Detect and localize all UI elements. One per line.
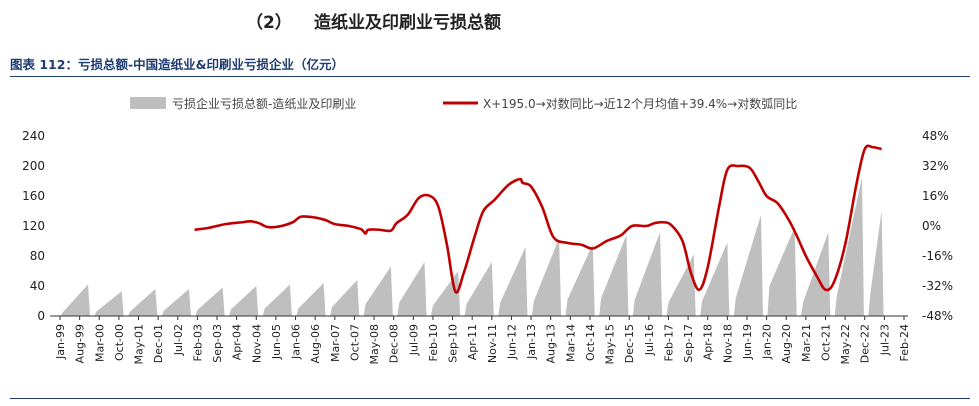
y-left-tick-label-0: 0 <box>37 309 45 323</box>
x-tick-label-35: Jun-19 <box>741 324 754 360</box>
area-cycle-24 <box>868 211 884 316</box>
x-tick-label-19: Feb-10 <box>427 324 440 361</box>
area-cycle-8 <box>329 280 360 316</box>
x-tick-label-38: Mar-21 <box>800 324 813 362</box>
x-tick-label-10: Nov-04 <box>250 324 263 363</box>
x-tick-label-36: Jan-20 <box>761 324 774 360</box>
x-tick-label-23: Jun-12 <box>505 324 518 360</box>
area-cycle-19 <box>700 242 730 316</box>
area-cycle-0 <box>60 284 91 316</box>
figure-caption: 图表 112：亏损总额-中国造纸业&印刷业亏损企业（亿元） <box>10 57 345 72</box>
y-left-tick-label-4: 160 <box>22 189 45 203</box>
area-cycle-16 <box>599 235 629 316</box>
y-right-tick-label-4: 16% <box>922 189 949 203</box>
y-right-tick-label-5: 32% <box>922 159 949 173</box>
area-cycle-14 <box>531 238 562 316</box>
x-tick-label-18: Jul-09 <box>407 324 420 356</box>
area-cycle-6 <box>262 284 292 316</box>
x-tick-label-3: Oct-00 <box>113 324 126 361</box>
x-tick-label-31: Feb-17 <box>662 324 675 361</box>
area-cycle-15 <box>565 244 595 316</box>
x-tick-label-24: Jan-13 <box>525 324 538 360</box>
x-tick-label-7: Feb-03 <box>191 324 204 361</box>
area-cycle-4 <box>195 287 225 316</box>
x-tick-label-1: Aug-99 <box>74 324 87 363</box>
x-tick-label-2: Mar-00 <box>93 324 106 362</box>
area-cycle-21 <box>767 227 797 316</box>
x-tick-label-34: Nov-18 <box>721 324 734 363</box>
area-cycle-10 <box>397 262 427 316</box>
y-left-tick-label-3: 120 <box>22 219 45 233</box>
y-left-tick-label-5: 200 <box>22 159 45 173</box>
x-tick-label-16: May-08 <box>368 324 381 365</box>
x-tick-label-27: Oct-14 <box>584 324 597 361</box>
x-tick-label-43: Feb-24 <box>898 324 911 361</box>
x-tick-label-33: Apr-18 <box>702 324 715 360</box>
x-tick-label-39: Oct-21 <box>819 324 832 361</box>
chart-legend: 亏损企业亏损总额-造纸业及印刷业 X+195.0→对数同比→近12个月均值+39… <box>130 96 797 111</box>
legend-area-label: 亏损企业亏损总额-造纸业及印刷业 <box>172 96 356 111</box>
y-right-tick-label-1: -32% <box>922 279 953 293</box>
x-tick-label-6: Jul-02 <box>172 324 185 356</box>
section-title: 造纸业及印刷业亏损总额 <box>314 13 501 33</box>
x-tick-label-14: Mar-07 <box>329 324 342 362</box>
area-cycle-7 <box>296 283 326 316</box>
area-cycle-9 <box>363 266 393 316</box>
x-tick-label-25: Aug-13 <box>545 324 558 363</box>
caption-divider <box>10 76 970 77</box>
area-cycle-3 <box>161 289 191 316</box>
section-number: （2） <box>246 13 292 33</box>
area-cycle-13 <box>498 247 528 316</box>
area-cycle-12 <box>464 262 494 316</box>
y-right-tick-label-2: -16% <box>922 249 953 263</box>
y-right-tick-label-3: 0% <box>922 219 941 233</box>
x-tick-label-15: Oct-07 <box>348 324 361 361</box>
x-tick-label-42: Jul-23 <box>878 324 891 356</box>
section-heading: （2） 造纸业及印刷业亏损总额 <box>0 8 979 34</box>
area-cycle-1 <box>94 291 124 316</box>
x-tick-label-11: Jun-05 <box>270 324 283 360</box>
x-tick-label-20: Sep-10 <box>447 324 460 363</box>
x-tick-label-29: Dec-15 <box>623 324 636 363</box>
x-tick-label-22: Nov-11 <box>486 324 499 363</box>
x-tick-label-4: May-01 <box>133 324 146 365</box>
x-tick-label-37: Aug-20 <box>780 324 793 363</box>
area-cycle-20 <box>733 214 763 316</box>
x-tick-label-9: Apr-04 <box>231 324 244 360</box>
bottom-divider <box>10 398 970 399</box>
legend-area-swatch <box>130 97 166 109</box>
x-tick-label-0: Jan-99 <box>54 324 67 360</box>
x-tick-label-30: Jul-16 <box>643 324 656 356</box>
area-cycle-23 <box>834 177 864 316</box>
x-tick-label-12: Jan-06 <box>290 324 303 360</box>
x-tick-label-17: Dec-08 <box>388 324 401 363</box>
y-left-tick-label-6: 240 <box>22 129 45 143</box>
x-tick-label-5: Dec-01 <box>152 324 165 363</box>
x-tick-label-32: Sep-17 <box>682 324 695 363</box>
x-tick-label-40: May-22 <box>839 324 852 365</box>
area-cycle-17 <box>632 232 663 316</box>
area-cycle-18 <box>666 254 696 316</box>
x-tick-label-41: Dec-22 <box>859 324 872 363</box>
y-left-tick-label-2: 80 <box>30 249 45 263</box>
yoy-line <box>194 144 882 294</box>
x-tick-label-28: May-15 <box>604 324 617 365</box>
x-tick-label-13: Aug-06 <box>309 324 322 363</box>
y-right-tick-label-6: 48% <box>922 129 949 143</box>
legend-line-label: X+195.0→对数同比→近12个月均值+39.4%→对数弧同比 <box>483 96 797 111</box>
y-left-tick-label-1: 40 <box>30 279 45 293</box>
x-tick-label-8: Sep-03 <box>211 324 224 363</box>
area-cycle-5 <box>229 286 259 316</box>
x-tick-label-26: Mar-14 <box>564 324 577 362</box>
y-right-tick-label-0: -48% <box>922 309 953 323</box>
x-tick-label-21: Apr-11 <box>466 324 479 360</box>
plot-area: Jan-99 Aug-99 Mar-00 Oct-00 May-01 Dec-01 Jul-… <box>22 129 953 365</box>
area-cycle-2 <box>128 289 158 316</box>
